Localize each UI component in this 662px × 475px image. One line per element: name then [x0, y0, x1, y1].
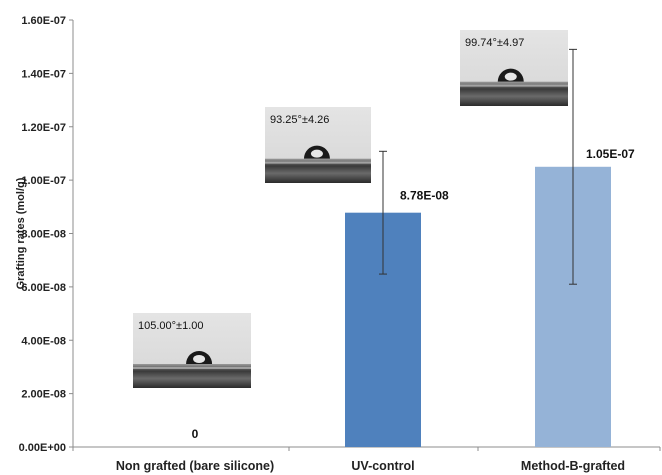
data-label: 1.05E-07 — [586, 147, 635, 161]
inset-surface-highlight — [460, 84, 568, 87]
contact-angle-inset: 99.74°±4.97 — [460, 30, 568, 106]
axes: 0.00E+00 2.00E-08 4.00E-08 6.00E-08 8.00E-08… — [15, 15, 661, 454]
y-tick-label: 1.60E-07 — [21, 15, 66, 27]
x-category-label: Non grafted (bare silicone) — [116, 459, 274, 473]
y-tick-label: 4.00E-08 — [21, 335, 66, 347]
contact-angle-label: 99.74°±4.97 — [465, 37, 524, 49]
data-label: 8.78E-08 — [400, 189, 449, 203]
droplet-highlight — [310, 149, 323, 158]
inset-surface-highlight — [133, 367, 251, 369]
labels: Non grafted (bare silicone) UV-control Met… — [116, 147, 635, 473]
y-axis-label: Grafting rates (mol/g) — [15, 177, 27, 289]
y-tick-label: 2.00E-08 — [21, 389, 66, 401]
y-tick-label: 1.00E-07 — [21, 175, 66, 187]
contact-angle-label: 93.25°±4.26 — [270, 114, 329, 126]
y-tick-label: 0.00E+00 — [19, 442, 66, 454]
y-tick-label: 1.20E-07 — [21, 122, 66, 134]
droplet-highlight — [193, 355, 206, 363]
contact-angle-insets: 105.00°±1.00 93.25°±4.26 99.74°±4.97 — [133, 30, 568, 388]
y-tick-label: 6.00E-08 — [21, 282, 66, 294]
bars — [345, 48, 611, 447]
contact-angle-inset: 93.25°±4.26 — [265, 107, 371, 183]
droplet-highlight — [504, 72, 517, 81]
data-label: 0 — [192, 427, 199, 441]
contact-angle-inset: 105.00°±1.00 — [133, 313, 251, 388]
inset-surface-highlight — [265, 161, 371, 164]
contact-angle-label: 105.00°±1.00 — [138, 320, 204, 332]
y-tick-label: 8.00E-08 — [21, 229, 66, 241]
x-category-label: UV-control — [351, 459, 414, 473]
x-category-label: Method-B-grafted — [521, 459, 625, 473]
y-tick-label: 1.40E-07 — [21, 68, 66, 80]
